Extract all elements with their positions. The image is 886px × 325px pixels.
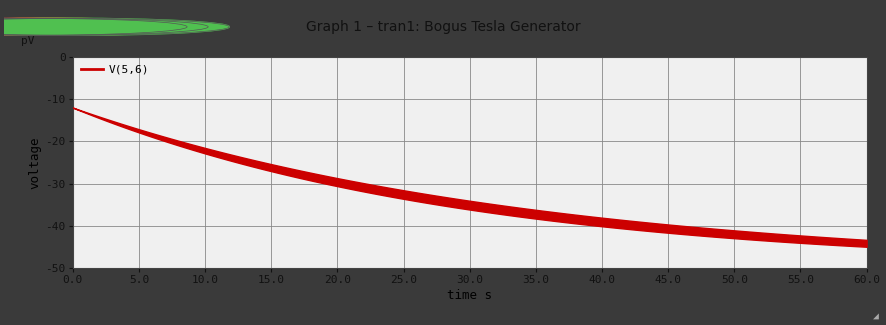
Text: pV: pV	[21, 36, 35, 46]
Circle shape	[0, 18, 229, 35]
Text: Graph 1 – tran1: Bogus Tesla Generator: Graph 1 – tran1: Bogus Tesla Generator	[306, 20, 580, 34]
Y-axis label: voltage: voltage	[28, 136, 42, 189]
Legend: V(5,6): V(5,6)	[78, 62, 151, 77]
X-axis label: time s: time s	[447, 289, 492, 302]
Text: ◢: ◢	[872, 310, 878, 320]
Circle shape	[0, 18, 208, 35]
Circle shape	[0, 18, 187, 35]
